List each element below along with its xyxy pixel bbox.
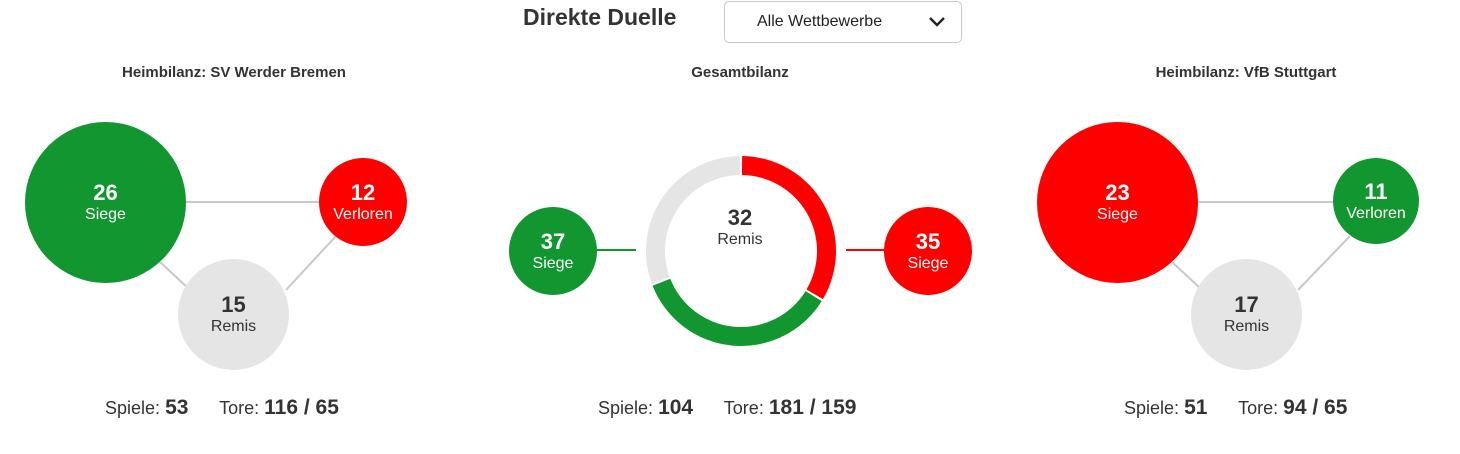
competition-select-value: Alle Wettbewerbe [757, 13, 883, 30]
overall-stats: Spiele: 104 Tore: 181 / 159 [598, 396, 856, 420]
bremen-home-losses-value: 12 [350, 179, 376, 205]
games-value: 53 [165, 396, 189, 419]
overall-stuttgart-wins-label: Siege [907, 254, 949, 272]
goals-value: 94 / 65 [1283, 396, 1348, 419]
stuttgart-home-wins-value: 23 [1105, 180, 1130, 205]
bremen-home-draws-bubble: 15 Remis [178, 259, 289, 370]
overall-draws-center: 32 Remis [667, 206, 813, 286]
stuttgart-home-wins-label: Siege [1097, 206, 1138, 223]
games-label: Spiele: [1124, 398, 1180, 418]
competition-select[interactable]: Alle Wettbewerbe [724, 1, 962, 43]
games-label: Spiele: [598, 398, 654, 418]
donut-segment-draws [646, 156, 741, 284]
panel-title-bremen-home: Heimbilanz: SV Werder Bremen [122, 64, 346, 81]
bremen-home-draws-value: 15 [221, 292, 246, 317]
games-value: 104 [658, 396, 694, 419]
panel-title-stuttgart-home: Heimbilanz: VfB Stuttgart [1155, 64, 1337, 81]
overall-stuttgart-wins-value: 35 [915, 228, 941, 254]
stuttgart-home-draws-bubble: 17 Remis [1191, 259, 1302, 370]
stuttgart-home-stats: Spiele: 51 Tore: 94 / 65 [1124, 396, 1347, 420]
donut-segment-stuttgart-wins [741, 156, 836, 300]
stuttgart-home-losses-value: 11 [1364, 178, 1388, 204]
bremen-home-wins-bubble: 26 Siege [25, 122, 186, 283]
overall-bremen-wins-label: Siege [532, 254, 574, 272]
games-value: 51 [1184, 396, 1208, 419]
stuttgart-home-wins-bubble: 23 Siege [1037, 122, 1198, 283]
stuttgart-home-draws-value: 17 [1234, 292, 1259, 317]
header: Direkte Duelle Alle Wettbewerbe [0, 0, 1460, 46]
goals-value: 116 / 65 [264, 396, 339, 419]
bremen-home-stats: Spiele: 53 Tore: 116 / 65 [105, 396, 339, 420]
goals-label: Tore: [1238, 398, 1279, 418]
goals-label: Tore: [219, 398, 260, 418]
goals-label: Tore: [723, 398, 764, 418]
stuttgart-home-draws-label: Remis [1223, 318, 1270, 335]
bremen-home-losses-label: Verloren [333, 205, 393, 223]
chevron-down-icon [929, 17, 945, 27]
overall-draws-value: 32 [727, 205, 753, 230]
overall-donut-chart [646, 156, 836, 346]
bremen-home-wins-label: Siege [85, 206, 126, 223]
overall-draws-label: Remis [717, 231, 763, 248]
page-title: Direkte Duelle [523, 4, 677, 30]
bremen-home-losses-bubble: 12 Verloren [319, 158, 407, 246]
overall-stuttgart-wins-bubble: 35 Siege [884, 207, 972, 295]
panel-title-overall: Gesamtbilanz [691, 64, 789, 81]
games-label: Spiele: [105, 398, 161, 418]
overall-bremen-wins-bubble: 37 Siege [509, 207, 597, 295]
stuttgart-home-losses-label: Verloren [1346, 204, 1406, 222]
bremen-home-wins-value: 26 [93, 180, 118, 205]
goals-value: 181 / 159 [768, 396, 857, 419]
donut-segment-bremen-wins [652, 278, 822, 346]
overall-bremen-wins-value: 37 [540, 228, 566, 254]
stuttgart-home-losses-bubble: 11 Verloren [1333, 158, 1419, 244]
bremen-home-draws-label: Remis [210, 318, 257, 335]
